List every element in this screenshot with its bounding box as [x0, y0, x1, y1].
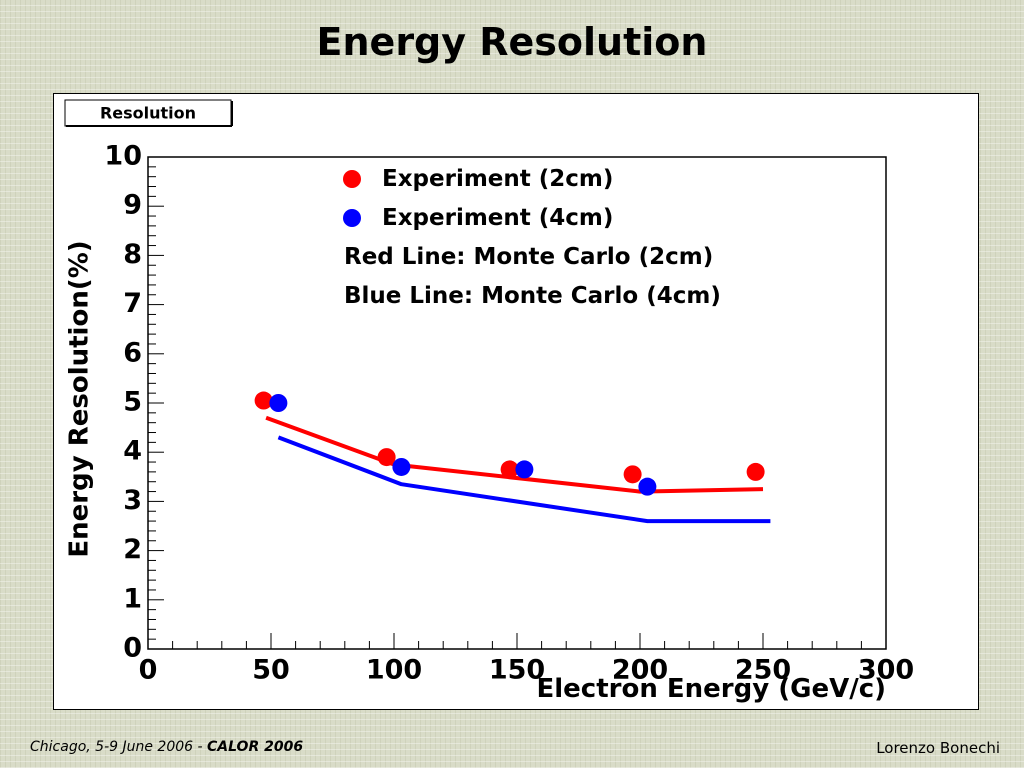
x-axis-label: Electron Energy (GeV/c) — [536, 674, 886, 704]
footer-separator: - — [193, 739, 208, 755]
chart-title-box — [64, 99, 232, 127]
data-point — [500, 460, 519, 479]
y-tick-label: 3 — [123, 485, 142, 516]
x-tick-label: 150 — [489, 655, 545, 686]
legend-label: Experiment (2cm) — [382, 166, 613, 192]
data-point — [269, 394, 288, 412]
plot-frame: Resolution 0 1 2 3 4 5 6 7 8 9 10 0 50 100 150 200 250 300… — [53, 93, 979, 710]
data-point — [377, 448, 396, 467]
series-line — [265, 415, 764, 494]
y-tick-label: 4 — [123, 436, 142, 467]
data-point — [623, 465, 642, 484]
legend-note: Blue Line: Monte Carlo (4cm) — [344, 283, 721, 309]
y-tick-label: 5 — [123, 387, 142, 418]
legend-marker — [343, 209, 361, 227]
legend-marker — [343, 170, 361, 188]
data-point — [254, 391, 273, 410]
y-tick-label: 6 — [123, 337, 142, 368]
x-tick-label: 200 — [612, 655, 668, 686]
slide-title: Energy Resolution — [316, 20, 708, 64]
footer-location: Chicago, 5-9 June 2006 — [30, 739, 194, 755]
y-tick-label: 10 — [104, 141, 142, 172]
y-tick-label: 2 — [123, 534, 142, 565]
x-tick-label: 250 — [735, 655, 791, 686]
footer-author: Lorenzo Bonechi — [876, 739, 1000, 757]
data-point — [392, 457, 411, 476]
x-tick-label: 100 — [366, 655, 422, 686]
x-tick-label: 0 — [139, 655, 158, 686]
y-axis-label: Energy Resolution(%) — [65, 240, 95, 557]
data-point — [515, 460, 534, 479]
y-tick-label: 8 — [123, 239, 142, 270]
y-tick-label: 7 — [123, 288, 142, 319]
data-point — [746, 462, 765, 481]
footer-left: Chicago, 5-9 June 2006 - CALOR 2006 — [30, 739, 303, 755]
series-line — [277, 435, 771, 524]
footer-conference: CALOR 2006 — [207, 739, 304, 755]
chart-title: Resolution — [100, 104, 196, 123]
y-tick-label: 9 — [123, 190, 142, 221]
x-tick-label: 50 — [252, 655, 290, 686]
legend-note: Red Line: Monte Carlo (2cm) — [344, 244, 713, 270]
data-point — [638, 477, 657, 496]
y-tick-label: 0 — [123, 633, 142, 664]
x-tick-label: 300 — [858, 655, 914, 686]
legend-label: Experiment (4cm) — [382, 205, 613, 231]
y-tick-label: 1 — [123, 583, 142, 614]
